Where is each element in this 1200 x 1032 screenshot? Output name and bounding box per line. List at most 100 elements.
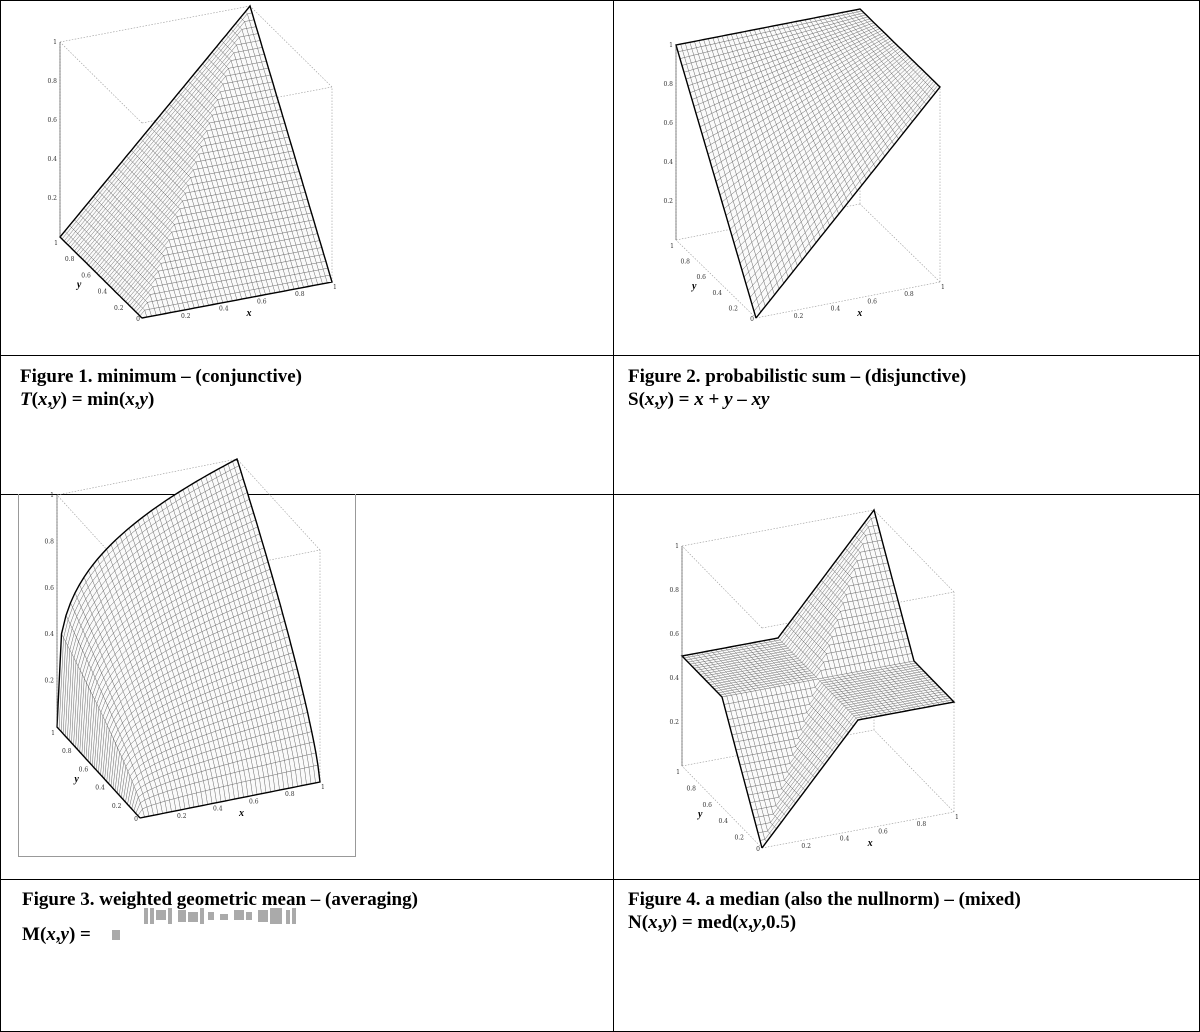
z-tick-label: 0.2 xyxy=(44,678,54,685)
surface-mesh xyxy=(59,5,333,319)
y-tick-label: 0.4 xyxy=(718,818,728,825)
bounding-box-edge xyxy=(859,203,941,283)
x-tick-label: 0.6 xyxy=(867,298,877,305)
bounding-box-edge xyxy=(59,5,251,43)
surface-plot-4: 0.2 0.4 0.6 0.8 1 0.2 0.4 0.6 0.8 1 x 0.2 0.4 0.6 0.8 1… xyxy=(669,508,959,853)
z-tick-label: 1 xyxy=(50,492,54,499)
x-tick-label: 1 xyxy=(941,284,945,291)
z-axis: 0.2 0.4 0.6 0.8 1 xyxy=(669,543,683,766)
caption-2: Figure 2. probabilistic sum – (disjuncti… xyxy=(628,365,966,411)
x-tick-label: 0.8 xyxy=(904,291,914,298)
surface-outline xyxy=(56,457,321,819)
surface-outline xyxy=(680,508,956,849)
surface-mesh xyxy=(681,509,955,849)
bounding-box-edge xyxy=(681,545,763,629)
cell-plot-1 xyxy=(0,0,614,356)
y-axis-label: y xyxy=(73,774,79,785)
caption-3-formula: M(x,y) = xyxy=(22,924,91,945)
x-tick-label: 0.4 xyxy=(219,306,229,313)
x-tick-label: 0.2 xyxy=(794,313,804,320)
x-tick-label: 0.4 xyxy=(213,806,223,813)
caption-1-formula: T(x,y) = min(x,y) xyxy=(20,389,155,410)
y-tick-label: 0.6 xyxy=(79,766,89,773)
origin-tick-label: 0 xyxy=(136,316,140,323)
formula-image-placeholder xyxy=(112,908,296,940)
z-axis: 0.2 0.4 0.6 0.8 1 xyxy=(44,492,58,727)
bounding-box-edge xyxy=(59,41,143,124)
y-tick-label: 1 xyxy=(51,730,55,737)
y-tick-label: 0.8 xyxy=(62,748,72,755)
y-axis-label: y xyxy=(697,809,703,820)
y-tick-label: 1 xyxy=(54,240,58,247)
z-tick-label: 1 xyxy=(53,39,57,46)
y-tick-label: 0.2 xyxy=(112,803,122,810)
x-axis: 0.2 0.4 0.6 0.8 1 x xyxy=(181,284,337,320)
x-axis-label: x xyxy=(238,808,244,819)
caption-4-formula: N(x,y) = med(x,y,0.5) xyxy=(628,912,797,933)
caption-3: Figure 3. weighted geometric mean – (ave… xyxy=(22,888,418,946)
y-tick-label: 0.8 xyxy=(686,785,696,792)
bounding-box-edge xyxy=(675,239,757,319)
figure-3-frame xyxy=(18,494,356,857)
x-axis: 0.2 0.4 0.6 0.8 1 x xyxy=(801,814,958,850)
y-axis: 0.2 0.4 0.6 0.8 1 y xyxy=(54,240,124,312)
z-tick-label: 0.8 xyxy=(669,587,679,594)
y-tick-label: 0.2 xyxy=(728,305,738,312)
z-tick-label: 0.2 xyxy=(663,198,673,205)
caption-4: Figure 4. a median (also the nullnorm) –… xyxy=(628,888,1021,934)
y-tick-label: 0.2 xyxy=(734,835,744,842)
y-tick-label: 0.4 xyxy=(95,785,105,792)
z-tick-label: 0.6 xyxy=(663,120,673,127)
surface-plot-1: 0.2 0.4 0.6 0.8 1 0.2 0.4 0.6 0.8 1 x 0.2 0.4 0.6 0.8 1… xyxy=(47,4,337,323)
x-tick-label: 0.6 xyxy=(878,828,888,835)
x-tick-label: 0.4 xyxy=(840,836,850,843)
z-tick-label: 0.6 xyxy=(669,631,679,638)
surface-mesh xyxy=(56,458,321,819)
y-axis-label: y xyxy=(76,279,82,290)
z-tick-label: 0.4 xyxy=(47,156,57,163)
bounding-box-edge xyxy=(236,458,321,551)
x-axis: 0.2 0.4 0.6 0.8 1 x xyxy=(177,784,325,820)
z-tick-label: 0.4 xyxy=(669,675,679,682)
z-tick-label: 1 xyxy=(675,543,679,550)
z-tick-label: 0.8 xyxy=(44,538,54,545)
z-tick-label: 0.6 xyxy=(47,117,57,124)
bounding-box-edge xyxy=(755,281,941,319)
surface-outline xyxy=(675,8,941,319)
z-axis: 0.2 0.4 0.6 0.8 1 xyxy=(47,39,61,237)
bounding-box-edge xyxy=(56,494,141,587)
x-tick-label: 1 xyxy=(321,784,325,791)
bounding-box-edge xyxy=(873,729,955,813)
bounding-box-edge xyxy=(56,458,238,496)
bounding-box-edge xyxy=(761,811,955,849)
x-tick-label: 1 xyxy=(333,284,337,291)
y-tick-label: 0.6 xyxy=(696,274,706,281)
y-axis: 0.2 0.4 0.6 0.8 1 y xyxy=(676,769,744,842)
y-tick-label: 0.2 xyxy=(114,305,124,312)
caption-2-title: Figure 2. probabilistic sum – (disjuncti… xyxy=(628,366,967,387)
y-tick-label: 0.4 xyxy=(712,290,722,297)
y-axis: 0.2 0.4 0.6 0.8 1 y xyxy=(51,730,121,810)
z-axis: 0.2 0.4 0.6 0.8 1 xyxy=(663,42,677,240)
surface-plot-3: 0.2 0.4 0.6 0.8 1 0.2 0.4 0.6 0.8 1 x 0.2 0.4 0.6 0.8 1… xyxy=(44,457,325,823)
z-tick-label: 0.8 xyxy=(663,81,673,88)
y-tick-label: 1 xyxy=(676,769,680,776)
surface-outline xyxy=(59,4,333,319)
x-tick-label: 0.2 xyxy=(181,313,191,320)
z-tick-label: 1 xyxy=(669,42,673,49)
x-tick-label: 0.8 xyxy=(285,791,295,798)
x-tick-label: 0.8 xyxy=(295,291,305,298)
bounding-box-edge xyxy=(873,509,955,593)
z-tick-label: 0.4 xyxy=(44,631,54,638)
y-tick-label: 0.6 xyxy=(81,272,91,279)
x-tick-label: 1 xyxy=(955,814,959,821)
y-axis-label: y xyxy=(691,281,697,292)
bounding-box-edge xyxy=(761,591,955,629)
y-axis: 0.2 0.4 0.6 0.8 1 y xyxy=(670,243,738,312)
caption-4-title: Figure 4. a median (also the nullnorm) –… xyxy=(628,889,1021,910)
caption-3-title: Figure 3. weighted geometric mean – (ave… xyxy=(22,889,418,910)
surface-plots: 0.2 0.4 0.6 0.8 1 0.2 0.4 0.6 0.8 1 x 0.2 0.4 0.6 0.8 1… xyxy=(44,4,959,853)
x-tick-label: 0.2 xyxy=(177,813,187,820)
z-tick-label: 0.6 xyxy=(44,585,54,592)
caption-2-formula: S(x,y) = x + y – xy xyxy=(628,389,770,410)
